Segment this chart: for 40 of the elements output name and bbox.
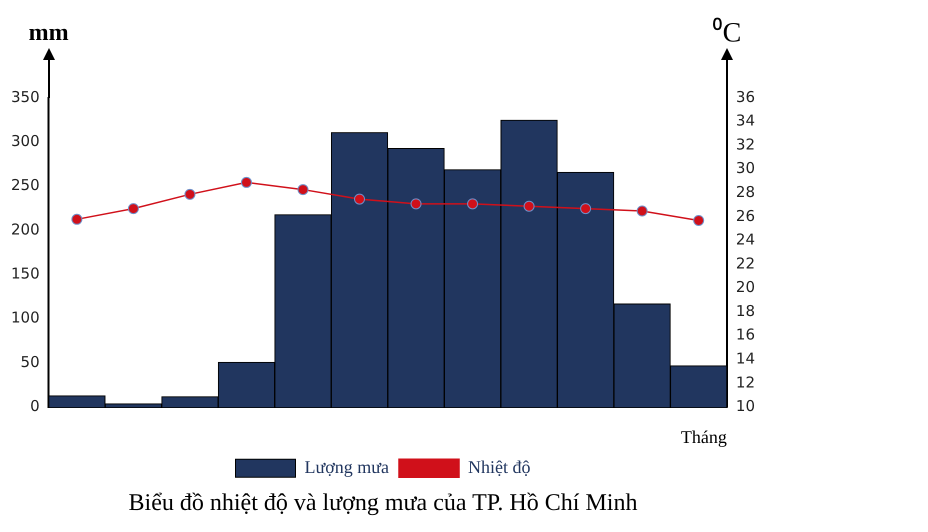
y2-tick-label: 16 [736, 326, 756, 344]
y2-tick-label: 22 [736, 254, 756, 272]
legend-label: Lượng mưa [304, 456, 390, 477]
y2-tick-label: 36 [736, 88, 756, 106]
y2-tick-label: 32 [736, 135, 756, 154]
y-tick-label: 250 [10, 176, 40, 194]
y-tick-label: 200 [10, 220, 40, 238]
point [636, 205, 648, 216]
y2-tick-label: 10 [736, 397, 756, 416]
point [184, 188, 196, 200]
y-tick-label: 150 [10, 264, 40, 283]
y2-tick-label: 14 [736, 350, 756, 368]
point [297, 184, 308, 196]
y2-tick-label: 34 [736, 112, 756, 130]
point [524, 200, 535, 212]
point [693, 214, 704, 226]
y2-tick-label: 26 [736, 206, 756, 225]
y2-tick-label: 30 [736, 159, 756, 178]
y2-tick-label: 28 [736, 183, 756, 202]
y2-axis-title: ⁰C [712, 17, 742, 48]
y-tick-label: 0 [30, 397, 40, 416]
y2-tick-label: 24 [736, 230, 756, 249]
y2-tick-label: 18 [736, 302, 756, 320]
text: Biểu đồ nhiệt độ và lượng mưa của TP. Hồ Chí Minh [128, 490, 638, 516]
legend-label: Nhiệt độ [468, 456, 531, 477]
point [240, 176, 252, 188]
point [354, 194, 366, 205]
y-tick-label: 300 [10, 132, 40, 150]
point [128, 203, 139, 214]
point [410, 198, 422, 210]
point [467, 198, 478, 210]
y-tick-label: 50 [20, 352, 40, 371]
y2-tick-label: 20 [736, 278, 756, 296]
point [580, 203, 592, 214]
x-axis-title: Tháng [680, 427, 727, 448]
point [71, 214, 82, 225]
y-tick-label: 100 [10, 308, 40, 327]
y-axis-title: mm [28, 20, 69, 46]
y-tick-label: 350 [10, 88, 40, 106]
y2-tick-label: 12 [736, 373, 756, 392]
